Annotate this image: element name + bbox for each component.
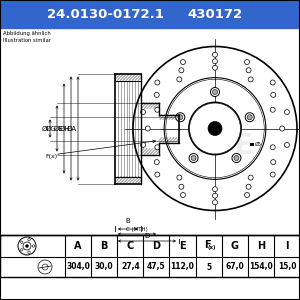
Circle shape [28,238,30,241]
Circle shape [28,251,30,254]
Text: D: D [144,233,150,239]
Text: 67,0: 67,0 [225,262,244,272]
Circle shape [284,142,290,147]
Circle shape [280,126,285,131]
Circle shape [189,154,198,163]
Text: Ø5: Ø5 [255,142,262,147]
Circle shape [179,68,184,73]
Circle shape [177,175,182,180]
Circle shape [270,172,275,177]
Circle shape [177,77,182,82]
Text: Abbildung ähnlich
Illustration similar: Abbildung ähnlich Illustration similar [3,31,51,43]
Text: H: H [257,241,265,251]
Text: I: I [285,241,289,251]
Circle shape [212,52,217,57]
Circle shape [155,80,160,85]
Text: ØA: ØA [67,125,77,131]
Circle shape [232,154,241,163]
Circle shape [181,193,185,197]
Circle shape [246,184,251,189]
Text: 304,0: 304,0 [66,262,90,272]
Text: E: E [179,241,186,251]
Circle shape [181,59,185,64]
Text: ØI: ØI [42,125,49,131]
Circle shape [270,145,275,150]
Circle shape [244,193,250,197]
Text: A: A [74,241,82,251]
Circle shape [211,88,220,97]
Circle shape [248,175,253,180]
Circle shape [155,172,160,177]
Circle shape [212,89,217,94]
Circle shape [234,155,239,160]
Circle shape [179,184,184,189]
Circle shape [212,200,217,205]
Circle shape [155,107,160,112]
Text: 30,0: 30,0 [95,262,113,272]
Circle shape [244,59,250,64]
Text: ØH: ØH [59,125,70,131]
Text: 15,0: 15,0 [278,262,296,272]
Text: 154,0: 154,0 [249,262,273,272]
Circle shape [270,80,275,85]
Circle shape [20,241,23,243]
Bar [0,0,300,28]
Circle shape [189,102,241,155]
Circle shape [247,115,252,120]
Bar [250,143,254,146]
Circle shape [191,155,196,160]
Text: ØE: ØE [53,125,63,131]
Circle shape [208,122,222,136]
Circle shape [212,59,217,64]
Circle shape [178,115,183,120]
Circle shape [176,113,185,122]
Circle shape [26,244,29,247]
Circle shape [248,77,253,82]
Circle shape [212,65,217,70]
Text: (x): (x) [208,245,216,250]
Text: ØG: ØG [45,125,56,131]
Text: G: G [231,241,239,251]
Text: B: B [100,241,108,251]
Text: D: D [152,241,160,251]
Text: 27,4: 27,4 [121,262,140,272]
Circle shape [271,160,276,165]
Circle shape [20,249,23,251]
Circle shape [145,126,150,131]
Circle shape [141,142,146,147]
Circle shape [154,160,159,165]
Text: F: F [204,241,211,250]
Text: 24.0130-0172.1: 24.0130-0172.1 [46,8,164,20]
Circle shape [155,145,160,150]
Bar [0,235,300,277]
Text: B: B [126,218,130,224]
Circle shape [212,193,217,198]
Text: C: C [127,241,134,251]
Circle shape [271,92,276,98]
Circle shape [212,187,217,192]
Circle shape [32,245,35,247]
Text: 112,0: 112,0 [171,262,194,272]
Circle shape [246,68,251,73]
Circle shape [270,107,275,112]
Text: 430172: 430172 [188,8,243,20]
Circle shape [245,113,254,122]
Circle shape [154,92,159,98]
Circle shape [141,110,146,115]
Text: C (MTH): C (MTH) [126,227,148,232]
Circle shape [284,110,290,115]
Text: 47,5: 47,5 [147,262,166,272]
Text: F(x): F(x) [45,154,57,159]
Text: ATE: ATE [196,133,254,160]
Text: 5: 5 [206,262,211,272]
